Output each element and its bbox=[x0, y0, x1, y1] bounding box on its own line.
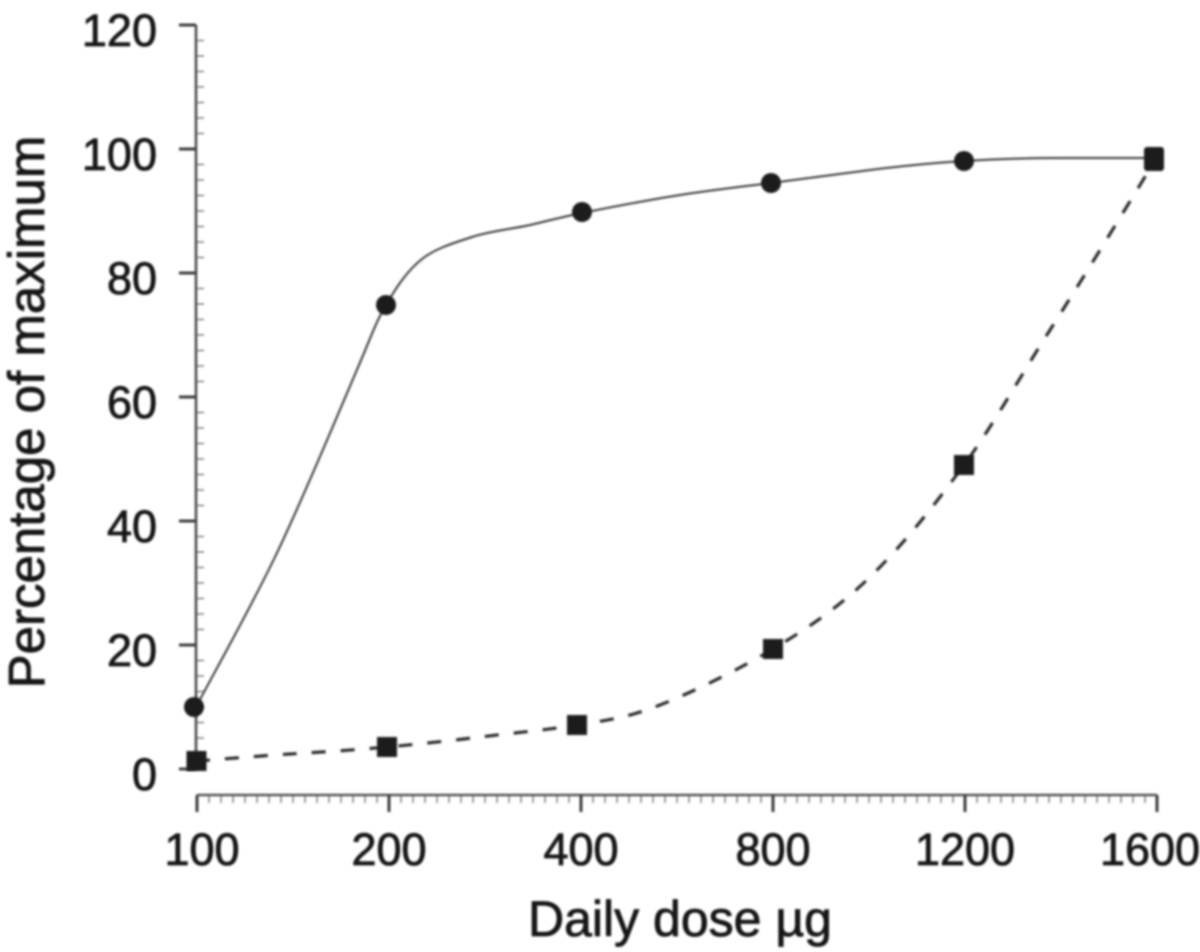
svg-text:200: 200 bbox=[351, 824, 426, 875]
svg-text:Daily dose µg: Daily dose µg bbox=[528, 891, 832, 947]
svg-text:100: 100 bbox=[82, 129, 157, 180]
svg-text:400: 400 bbox=[543, 824, 618, 875]
svg-text:40: 40 bbox=[107, 501, 157, 552]
svg-text:80: 80 bbox=[107, 253, 157, 304]
svg-text:1200: 1200 bbox=[915, 824, 1015, 875]
svg-text:20: 20 bbox=[107, 625, 157, 676]
svg-text:120: 120 bbox=[82, 5, 157, 56]
svg-text:Percentage of maximum: Percentage of maximum bbox=[0, 136, 55, 689]
svg-text:1600: 1600 bbox=[1100, 824, 1200, 875]
svg-text:800: 800 bbox=[735, 824, 810, 875]
svg-text:100: 100 bbox=[164, 824, 239, 875]
svg-text:0: 0 bbox=[132, 749, 157, 800]
svg-text:60: 60 bbox=[107, 377, 157, 428]
